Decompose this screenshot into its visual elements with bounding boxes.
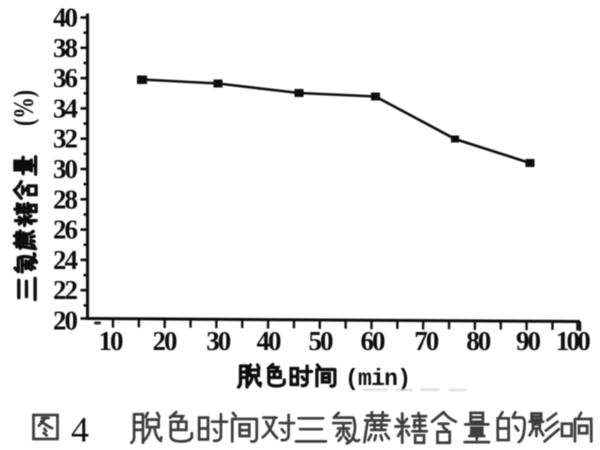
- svg-text:28: 28: [53, 184, 78, 214]
- svg-text:60: 60: [361, 326, 386, 356]
- svg-text:90: 90: [516, 326, 541, 356]
- svg-text:70: 70: [414, 326, 439, 356]
- svg-text:36: 36: [53, 63, 78, 93]
- svg-text:22: 22: [53, 275, 78, 305]
- svg-text:100: 100: [556, 326, 591, 356]
- svg-text:20: 20: [153, 326, 178, 356]
- svg-text:26: 26: [53, 215, 78, 245]
- svg-text:4: 4: [71, 410, 89, 450]
- svg-text:40: 40: [257, 326, 282, 356]
- svg-text:32: 32: [53, 124, 78, 154]
- svg-text:50: 50: [309, 326, 334, 356]
- svg-text:30: 30: [206, 326, 231, 356]
- svg-text:20: 20: [53, 306, 78, 336]
- svg-text:40: 40: [53, 3, 78, 33]
- svg-text:(min): (min): [345, 366, 411, 392]
- svg-text:34: 34: [53, 93, 78, 123]
- svg-text:80: 80: [466, 326, 491, 356]
- svg-text:30: 30: [53, 154, 78, 184]
- svg-text:(%): (%): [8, 90, 40, 126]
- svg-text:24: 24: [53, 245, 78, 275]
- svg-text:38: 38: [53, 33, 78, 63]
- svg-text:10: 10: [99, 326, 124, 356]
